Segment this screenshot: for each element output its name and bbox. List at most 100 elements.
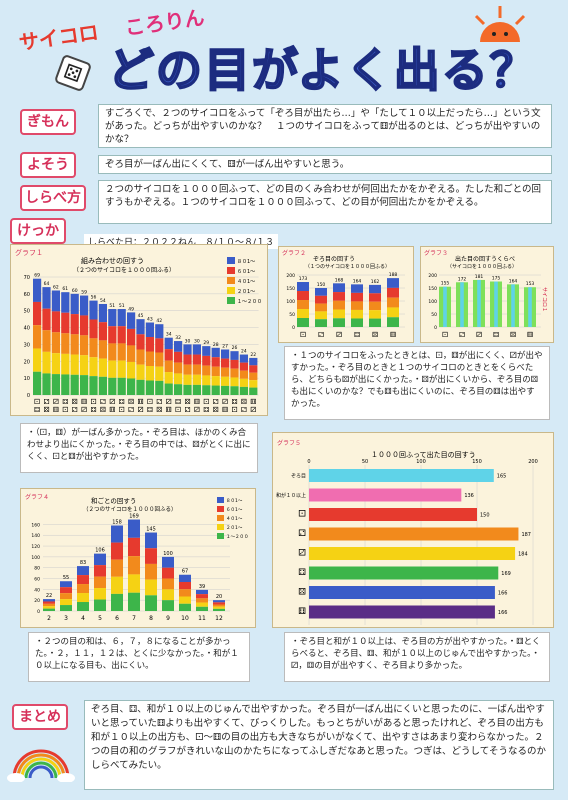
- dice-glyph: ⚄: [43, 406, 49, 414]
- graph4-bar-segment: [60, 599, 72, 606]
- graph2-tick: 200: [286, 273, 295, 279]
- graph4-bar-segment: [179, 581, 191, 590]
- graph1-bar-segment: [192, 354, 201, 365]
- graph1-bar-segment: [145, 380, 154, 395]
- graph4-panel: グラフ４ 和ごとの回すう （２つのサイコロを１０００回ふる） 0 20 40 60 80…: [20, 488, 256, 628]
- graph1-bar-segment: [230, 377, 239, 387]
- graph4-legend-swatch: [217, 515, 224, 521]
- graph1-bar-segment: [51, 374, 60, 395]
- graph1-bar-segment: [70, 354, 79, 375]
- graph3-bar-stripe: [443, 286, 447, 327]
- graph4-category-label: 10: [181, 615, 189, 622]
- dice-glyph: ⚁: [213, 398, 219, 406]
- graph1-bar-segment: [42, 330, 51, 352]
- graph5-category-label: ⚁: [298, 529, 306, 539]
- dice-glyph: ⚁: [459, 331, 465, 339]
- graph1-bar-segment: [239, 386, 248, 395]
- graph4-bar-segment: [213, 606, 225, 609]
- graph4-category-label: 6: [115, 615, 119, 622]
- graph4-legend-swatch: [217, 497, 224, 503]
- graph4-bar-segment: [43, 601, 55, 604]
- dice-glyph: ⚅: [194, 398, 200, 406]
- dice-glyph: ⚁: [100, 398, 106, 406]
- graph4-bar-segment: [111, 593, 123, 611]
- graph1-bar-segment: [108, 309, 117, 327]
- graph1-bar-segment: [61, 333, 70, 354]
- graph4-bar-segment: [196, 594, 208, 599]
- graph1-bar-segment: [164, 349, 173, 361]
- graph1-bar-segment: [202, 375, 211, 386]
- graph1-value-label: 51: [109, 303, 115, 309]
- graph2-bar-segment: [333, 300, 345, 310]
- graph1-tick: 60: [24, 292, 30, 298]
- dice-glyph: ⚁: [156, 398, 162, 406]
- dice-glyph: ⚂: [194, 406, 200, 414]
- dice-glyph: ⚃: [175, 398, 181, 406]
- graph1-bar-segment: [70, 334, 79, 355]
- graph1-bar-segment: [174, 384, 183, 395]
- dice-glyph: ⚀: [231, 406, 237, 414]
- graph4-legend-swatch: [217, 524, 224, 530]
- dice-glyph: ⚄: [72, 398, 78, 406]
- graph3-subtitle: （サイコロを１０００回ふる）: [447, 263, 517, 270]
- dice-glyph: ⚀: [203, 398, 209, 406]
- graph2-title: ぞろ目の回すう: [313, 256, 355, 263]
- graph2-bar-segment: [315, 295, 327, 304]
- graph4-value-label: 100: [163, 551, 173, 557]
- graph3-tick: 200: [428, 273, 437, 279]
- graph1-bar-segment: [136, 364, 145, 380]
- graph1-bar-segment: [183, 364, 192, 375]
- graph2-bar-segment: [387, 297, 399, 308]
- graph3-bar-stripe: [477, 279, 481, 327]
- graph1-panel: グラフ１ 組み合わせの回すう （２つのサイコロを１０００回ふる） 0 10 20 30…: [10, 244, 268, 416]
- graph4-legend-label: ４０1〜: [226, 516, 243, 522]
- graph4-category-label: 3: [64, 615, 68, 622]
- graph5-category-label: ⚂: [298, 549, 306, 559]
- graph1-legend: ８０1〜 ６０1〜 ４０1〜 ２０1〜 １〜２００: [227, 257, 262, 305]
- graph5-value-label: 165: [497, 474, 507, 480]
- graph3-chart: グラフ３ 出た目の回すうくらべ （サイコロを１０００回ふる） 0 50 100 150…: [424, 249, 547, 339]
- graph5-category-label: ⚄: [298, 588, 306, 598]
- graph2-bar-segment: [369, 284, 381, 294]
- graph1-bar-segment: [164, 337, 173, 350]
- graph4-tick: 60: [34, 577, 40, 583]
- graph1-legend-swatch: [227, 267, 235, 274]
- graph1-bar-segment: [239, 362, 248, 371]
- graph4-bar-segment: [213, 604, 225, 607]
- graph3-tick: 100: [428, 299, 437, 305]
- graph1-bar-segment: [145, 351, 154, 367]
- graph1-bar-segment: [117, 309, 126, 327]
- dice-glyph: ⚅: [222, 406, 228, 414]
- graph1-bar-segment: [33, 371, 42, 395]
- yosou-label: よそう: [20, 152, 76, 178]
- graph3-legend: サイコロ１: [541, 287, 547, 312]
- graph4-bar-segment: [162, 556, 174, 568]
- graph5-value-label: 166: [498, 591, 508, 597]
- graph5-category-label: ⚃: [298, 568, 306, 578]
- graph1-bar-segment: [61, 353, 70, 375]
- graph5-bars: 0 50 100 150 200 165 ぞろ目 136 和が１０以上 150 ⚀ 187 ⚁ 184 ⚂ 1…: [276, 459, 538, 625]
- graph1-bar-segment: [211, 357, 220, 367]
- graph2-value-label: 173: [299, 276, 308, 282]
- graph4-tick: 140: [31, 533, 40, 539]
- dice-glyph: ⚃: [90, 406, 96, 414]
- graph1-title: 組み合わせの回すう: [81, 256, 144, 265]
- graph1-bar-segment: [33, 301, 42, 326]
- graph2-bar-segment: [315, 303, 327, 312]
- graph2-bar-segment: [297, 282, 309, 292]
- dice-glyph: ⚅: [81, 398, 87, 406]
- graph4-bar-segment: [111, 542, 123, 560]
- graph4-bar-segment: [145, 563, 157, 580]
- graph4-bar-segment: [94, 553, 106, 566]
- graph2-bar-segment: [351, 284, 363, 293]
- dice-glyph: ⚀: [62, 406, 68, 414]
- graph1-bar-segment: [202, 365, 211, 376]
- dice-glyph: ⚀: [147, 398, 153, 406]
- graph1-bar-segment: [230, 351, 239, 360]
- graph4-bar-segment: [128, 519, 140, 538]
- graph3-label: グラフ３: [424, 249, 448, 257]
- graph1-value-label: 30: [185, 338, 191, 344]
- graph1-bar-segment: [127, 378, 136, 395]
- graph4-tick: 120: [31, 544, 40, 550]
- dice-glyph: ⚂: [336, 331, 342, 339]
